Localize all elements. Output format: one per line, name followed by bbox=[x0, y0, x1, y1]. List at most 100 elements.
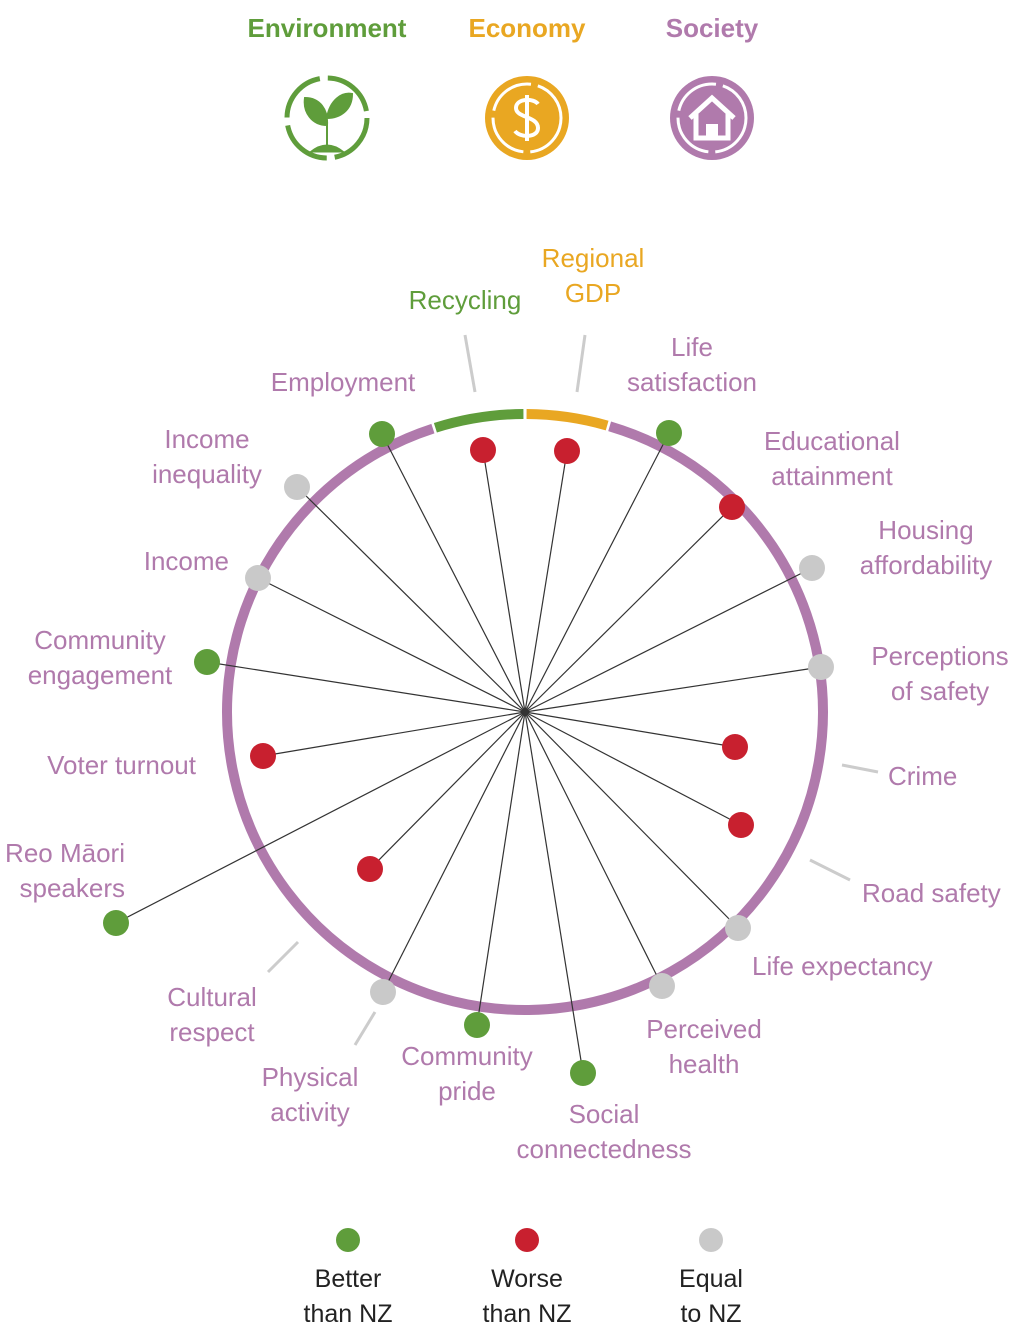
label-line: Voter turnout bbox=[47, 750, 197, 780]
spoke bbox=[524, 711, 739, 929]
label: Housing affordability bbox=[860, 515, 993, 580]
spoke bbox=[296, 486, 526, 713]
label: Cultural respect bbox=[167, 982, 257, 1047]
label: Te Reo Māori speakers bbox=[0, 838, 125, 903]
label-line: Crime bbox=[888, 761, 957, 791]
label-line: Perceptions bbox=[871, 641, 1008, 671]
label-line: Income bbox=[164, 424, 249, 454]
label-line: engagement bbox=[28, 660, 173, 690]
label: Perceived health bbox=[646, 1014, 762, 1079]
status-dot bbox=[464, 1012, 490, 1038]
legend-dot bbox=[336, 1228, 360, 1252]
status-dot bbox=[799, 555, 825, 581]
label-line: attainment bbox=[771, 461, 893, 491]
status-dot bbox=[245, 565, 271, 591]
label-line: activity bbox=[270, 1097, 349, 1127]
label: Social connectedness bbox=[517, 1099, 692, 1164]
label-line: pride bbox=[438, 1076, 496, 1106]
label-line: Cultural bbox=[167, 982, 257, 1012]
label-line: Recycling bbox=[409, 285, 522, 315]
label-line: satisfaction bbox=[627, 367, 757, 397]
status-dot bbox=[570, 1060, 596, 1086]
label-line: Life bbox=[671, 332, 713, 362]
status-dot bbox=[728, 812, 754, 838]
status-dot bbox=[656, 420, 682, 446]
label: Recycling bbox=[409, 285, 522, 315]
label: Community engagement bbox=[28, 625, 173, 690]
spoke bbox=[524, 711, 584, 1074]
spoke bbox=[524, 506, 733, 713]
spoke bbox=[381, 433, 526, 713]
spoke bbox=[206, 661, 526, 713]
label-line: GDP bbox=[565, 278, 621, 308]
label-line: connectedness bbox=[517, 1134, 692, 1164]
label-line: Worse bbox=[491, 1265, 563, 1293]
label-line: Better bbox=[315, 1265, 382, 1293]
label-line: to NZ bbox=[680, 1300, 741, 1328]
leader-line bbox=[809, 858, 851, 882]
status-dot bbox=[369, 421, 395, 447]
spoke bbox=[524, 666, 822, 713]
label-line: Community bbox=[401, 1041, 532, 1071]
label-line: Equal bbox=[679, 1265, 743, 1293]
status-dot bbox=[357, 856, 383, 882]
label-line: Community bbox=[34, 625, 165, 655]
status-dot bbox=[370, 979, 396, 1005]
label: Life expectancy bbox=[752, 951, 933, 981]
label-line: Physical bbox=[262, 1062, 359, 1092]
label-line: than NZ bbox=[483, 1300, 572, 1328]
label-line: Road safety bbox=[862, 878, 1001, 908]
status-dot bbox=[649, 973, 675, 999]
label: Income inequality bbox=[152, 424, 262, 489]
label: Perceptions of safety bbox=[871, 641, 1008, 706]
ring bbox=[222, 409, 828, 1015]
icons bbox=[284, 75, 754, 161]
leader-line bbox=[353, 1011, 377, 1046]
spoke bbox=[524, 450, 568, 713]
status-dot bbox=[808, 654, 834, 680]
spoke bbox=[524, 711, 663, 987]
leader-line bbox=[575, 334, 587, 393]
label: Road safety bbox=[862, 878, 1001, 908]
status-dot bbox=[250, 743, 276, 769]
label: Life satisfaction bbox=[627, 332, 757, 397]
society-icon bbox=[670, 76, 754, 160]
label: Educational attainment bbox=[764, 426, 900, 491]
ring-arc bbox=[433, 409, 524, 433]
group-title: Society bbox=[666, 13, 759, 43]
status-dot bbox=[719, 494, 745, 520]
leader-line bbox=[463, 334, 477, 393]
status-dot bbox=[725, 915, 751, 941]
label-line: speakers bbox=[20, 873, 126, 903]
label-line: Life expectancy bbox=[752, 951, 933, 981]
label: Employment bbox=[271, 367, 416, 397]
group-title: Economy bbox=[468, 13, 586, 43]
status-dot bbox=[194, 649, 220, 675]
status-dot bbox=[103, 910, 129, 936]
spoke bbox=[382, 711, 526, 993]
spoke bbox=[482, 449, 526, 713]
label: Voter turnout bbox=[47, 750, 197, 780]
status-dot bbox=[470, 437, 496, 463]
label-line: health bbox=[669, 1049, 740, 1079]
label-line: of safety bbox=[891, 676, 989, 706]
label: Equal to NZ bbox=[679, 1265, 743, 1328]
ring-arc bbox=[222, 421, 828, 1015]
status-dot bbox=[284, 474, 310, 500]
label: Better than NZ bbox=[304, 1265, 393, 1328]
environment-icon bbox=[284, 75, 370, 161]
spoke bbox=[262, 711, 526, 757]
spoke bbox=[524, 711, 742, 826]
label-line: Employment bbox=[271, 367, 416, 397]
ring-arc bbox=[526, 409, 609, 431]
spoke bbox=[524, 432, 670, 713]
spoke bbox=[476, 711, 526, 1026]
label: Worse than NZ bbox=[483, 1265, 572, 1328]
spoke bbox=[524, 567, 813, 713]
label-line: than NZ bbox=[304, 1300, 393, 1328]
label: Crime bbox=[888, 761, 957, 791]
status-dot bbox=[722, 734, 748, 760]
label-line: affordability bbox=[860, 550, 993, 580]
label-line: Educational bbox=[764, 426, 900, 456]
